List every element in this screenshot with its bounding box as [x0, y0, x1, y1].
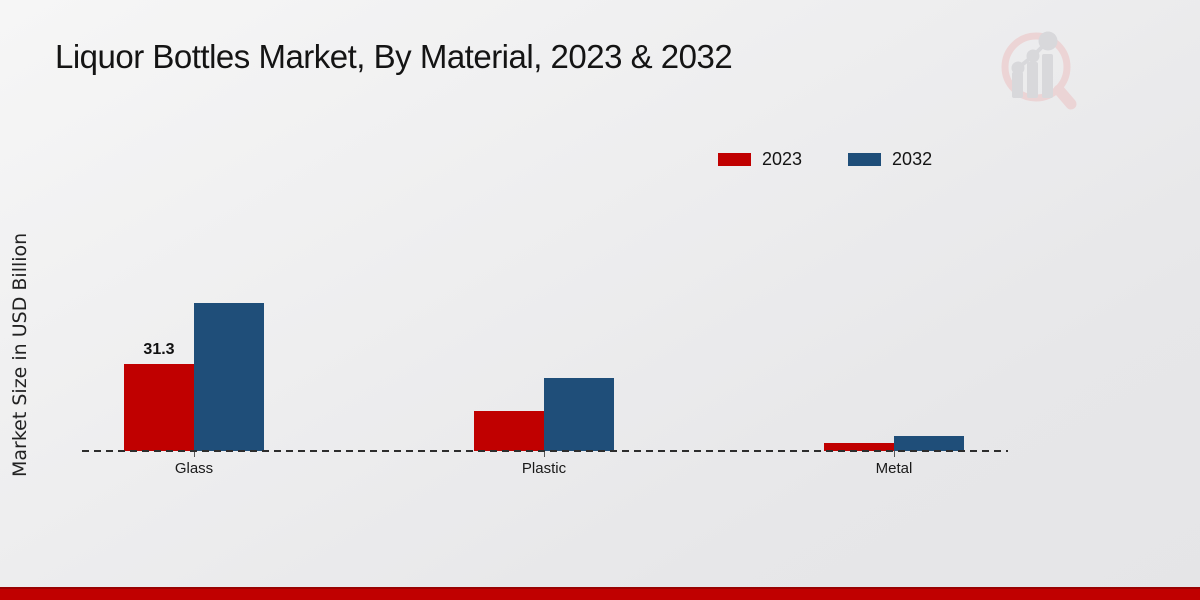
x-tick-plastic — [544, 451, 545, 457]
bar-value-label: 31.3 — [143, 341, 175, 358]
category-label-glass: Glass — [174, 460, 214, 477]
bar-2032-glass — [194, 303, 264, 451]
bar-2023-glass — [124, 364, 194, 451]
legend: 2023 2032 — [718, 149, 932, 170]
bottom-banner — [0, 587, 1200, 600]
y-axis-label: Market Size in USD Billion — [9, 232, 31, 478]
bar-2023-plastic — [474, 411, 544, 451]
x-axis-line — [82, 450, 1008, 452]
legend-label-2023: 2023 — [762, 149, 803, 169]
legend-swatch-2032 — [848, 153, 882, 166]
watermark-magnifier-chart-icon — [1001, 31, 1077, 110]
x-tick-glass — [194, 451, 195, 457]
category-label-metal: Metal — [875, 460, 913, 477]
legend-label-2032: 2032 — [892, 149, 933, 169]
legend-swatch-2023 — [718, 153, 751, 166]
x-tick-metal — [894, 451, 895, 457]
plot-area: Glass Plastic Metal 31.3 — [82, 280, 1008, 477]
legend-item-2023: 2023 — [718, 149, 802, 170]
bar-2032-plastic — [544, 378, 614, 451]
legend-item-2032: 2032 — [848, 149, 932, 170]
category-label-plastic: Plastic — [521, 460, 567, 477]
chart-title: Liquor Bottles Market, By Material, 2023… — [55, 38, 733, 75]
bar-2023-metal — [824, 443, 894, 451]
bar-2032-metal — [894, 436, 964, 451]
